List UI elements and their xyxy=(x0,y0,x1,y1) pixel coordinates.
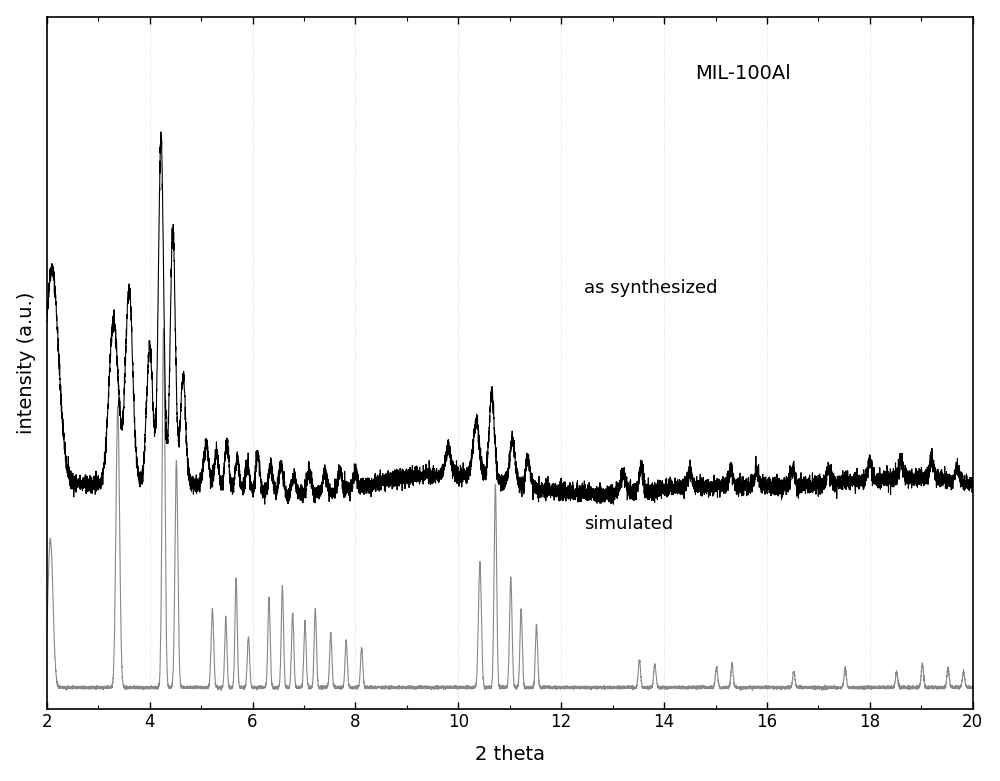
X-axis label: 2 theta: 2 theta xyxy=(475,745,545,765)
Text: as synthesized: as synthesized xyxy=(584,280,717,298)
Y-axis label: intensity (a.u.): intensity (a.u.) xyxy=(17,291,36,433)
Text: simulated: simulated xyxy=(584,515,673,533)
Text: MIL-100Al: MIL-100Al xyxy=(695,64,791,83)
